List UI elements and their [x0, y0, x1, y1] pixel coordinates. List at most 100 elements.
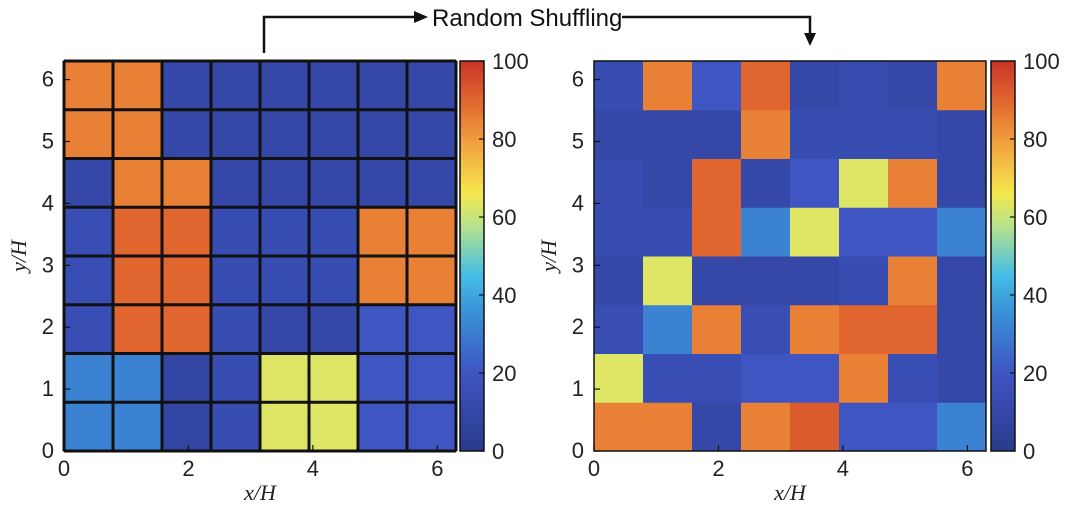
colorbar-tick-label: 100: [1023, 49, 1060, 74]
y-tick-label: 0: [42, 438, 54, 463]
heatmap-cell: [692, 304, 742, 354]
heatmap-cell: [260, 402, 310, 452]
heatmap-cell: [358, 207, 408, 257]
x-tick-label: 4: [307, 456, 319, 481]
heatmap-cell: [211, 61, 261, 111]
heatmap-cell: [64, 304, 114, 354]
heatmap-cell: [211, 207, 261, 257]
heatmap-cell: [888, 158, 938, 208]
heatmap-cell: [113, 207, 163, 257]
colorbar-tick-label: 80: [492, 127, 516, 152]
heatmap-cell: [692, 158, 742, 208]
x-axis-label: x/H: [243, 480, 277, 505]
heatmap-cell: [643, 109, 693, 159]
heatmap-cell: [407, 353, 457, 403]
y-tick-label: 0: [572, 438, 584, 463]
colorbar-tick-label: 0: [1023, 439, 1035, 464]
y-tick-label: 6: [42, 67, 54, 92]
heatmap-cell: [162, 256, 212, 306]
block-grid-lines: [62, 59, 458, 453]
heatmap-cell: [692, 61, 742, 111]
heatmap-cell: [260, 304, 310, 354]
y-tick-label: 6: [572, 67, 584, 92]
heatmap-cell: [358, 353, 408, 403]
heatmap-cell: [888, 304, 938, 354]
heatmap-cell: [741, 256, 791, 306]
y-tick-label: 4: [42, 190, 54, 215]
heatmap-cell: [162, 353, 212, 403]
heatmap-cell: [64, 158, 114, 208]
heatmap-cell: [594, 61, 644, 111]
heatmap-cell: [692, 207, 742, 257]
heatmap-cell: [407, 109, 457, 159]
heatmap-cell: [594, 353, 644, 403]
heatmap-cell: [211, 109, 261, 159]
shuffle-arrow-head-down: [804, 33, 816, 46]
heatmap-cell: [741, 402, 791, 452]
heatmap-cell: [309, 304, 359, 354]
heatmap-cell: [260, 353, 310, 403]
colorbar: 0 20 40 60 80 100: [459, 49, 529, 464]
heatmap-cell: [741, 61, 791, 111]
y-tick-label: 4: [572, 190, 584, 215]
heatmap-cell: [790, 304, 840, 354]
y-tick-label: 1: [42, 376, 54, 401]
heatmap-cell: [309, 256, 359, 306]
heatmap-cell: [594, 158, 644, 208]
plot-frame: [63, 60, 457, 452]
heatmap-cell: [937, 61, 987, 111]
x-tick-label: 0: [58, 456, 70, 481]
heatmap-cell: [211, 402, 261, 452]
heatmap-cell: [211, 158, 261, 208]
x-tick-label: 6: [431, 456, 443, 481]
heatmap-cell: [888, 61, 938, 111]
colorbar-tick-label: 80: [1023, 127, 1047, 152]
heatmap-cell: [643, 304, 693, 354]
heatmap-cell: [888, 207, 938, 257]
shuffle-arrow-line-2: [622, 15, 812, 36]
x-tick-label: 6: [961, 456, 973, 481]
heatmap-cell: [643, 61, 693, 111]
heatmap-cell: [741, 304, 791, 354]
heatmap-cell: [937, 256, 987, 306]
heatmap-cell: [741, 109, 791, 159]
colorbar-tick-label: 20: [492, 361, 516, 386]
heatmap-cell: [309, 207, 359, 257]
heatmap-cell: [741, 207, 791, 257]
heatmap-cell: [692, 109, 742, 159]
heatmap-cell: [790, 61, 840, 111]
heatmap-cell: [937, 207, 987, 257]
heatmap-cell: [888, 402, 938, 452]
heatmap-cell: [839, 61, 889, 111]
heatmap-cell: [407, 304, 457, 354]
y-tick-label: 5: [572, 128, 584, 153]
heatmap-cell: [594, 304, 644, 354]
heatmap-cell: [790, 207, 840, 257]
heatmap-cell: [790, 402, 840, 452]
heatmap-cell: [162, 207, 212, 257]
heatmap-cell: [594, 109, 644, 159]
heatmap-cell: [64, 353, 114, 403]
heatmap-cell: [260, 207, 310, 257]
heatmap-cell: [839, 304, 889, 354]
heatmap-cell: [260, 109, 310, 159]
heatmap-cell: [162, 304, 212, 354]
heatmap-cell: [358, 109, 408, 159]
heatmap-cell: [594, 256, 644, 306]
shuffle-arrow-head-right: [414, 11, 428, 23]
heatmap-cell: [64, 402, 114, 452]
heatmap-cell: [407, 61, 457, 111]
shuffle-arrow-line: [262, 15, 418, 53]
heatmap-cell: [790, 353, 840, 403]
heatmap-cell: [309, 158, 359, 208]
heatmap-cell: [741, 353, 791, 403]
heatmap-cell: [594, 207, 644, 257]
heatmap-cell: [888, 109, 938, 159]
heatmap-cell: [162, 61, 212, 111]
heatmap-cell: [643, 402, 693, 452]
heatmap-cell: [790, 256, 840, 306]
heatmap-cell: [358, 402, 408, 452]
heatmap-cell: [113, 304, 163, 354]
